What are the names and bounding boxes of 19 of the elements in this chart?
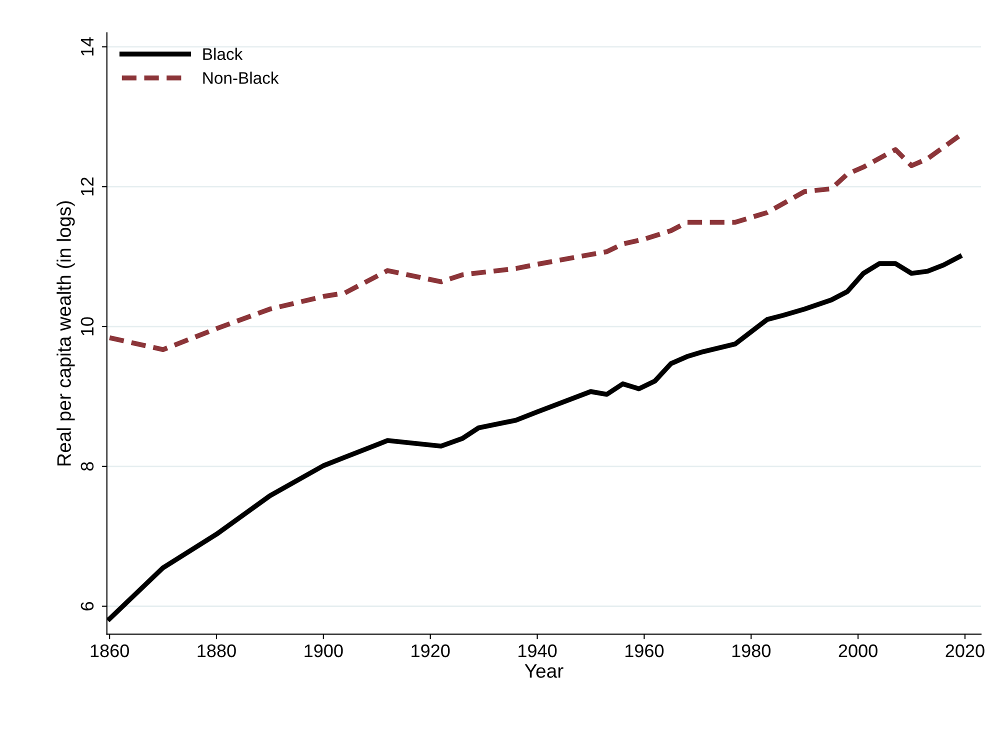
x-tick-label: 1900 xyxy=(304,644,343,658)
x-axis-title: Year xyxy=(524,664,564,678)
x-tick-label: 1860 xyxy=(90,644,129,658)
legend-label: Non-Black xyxy=(203,72,279,84)
y-tick-label: 12 xyxy=(80,178,94,196)
y-tick-label: 10 xyxy=(80,317,94,336)
x-tick-label: 1940 xyxy=(518,644,557,658)
x-tick-label: 1880 xyxy=(198,644,236,658)
y-tick-label: 14 xyxy=(81,37,94,56)
y-tick-label: 6 xyxy=(80,602,94,610)
x-tick-label: 2000 xyxy=(838,644,878,658)
x-tick-label: 1920 xyxy=(412,644,450,658)
line-series xyxy=(107,133,962,352)
y-axis-title: Real per capita wealth (in logs) xyxy=(56,201,75,466)
y-tick-label: 8 xyxy=(80,462,94,471)
x-tick-label: 1980 xyxy=(732,644,771,658)
x-tick-label: 1960 xyxy=(625,644,664,658)
legend-label: Black xyxy=(203,48,243,60)
x-tick-label: 2020 xyxy=(946,644,984,658)
